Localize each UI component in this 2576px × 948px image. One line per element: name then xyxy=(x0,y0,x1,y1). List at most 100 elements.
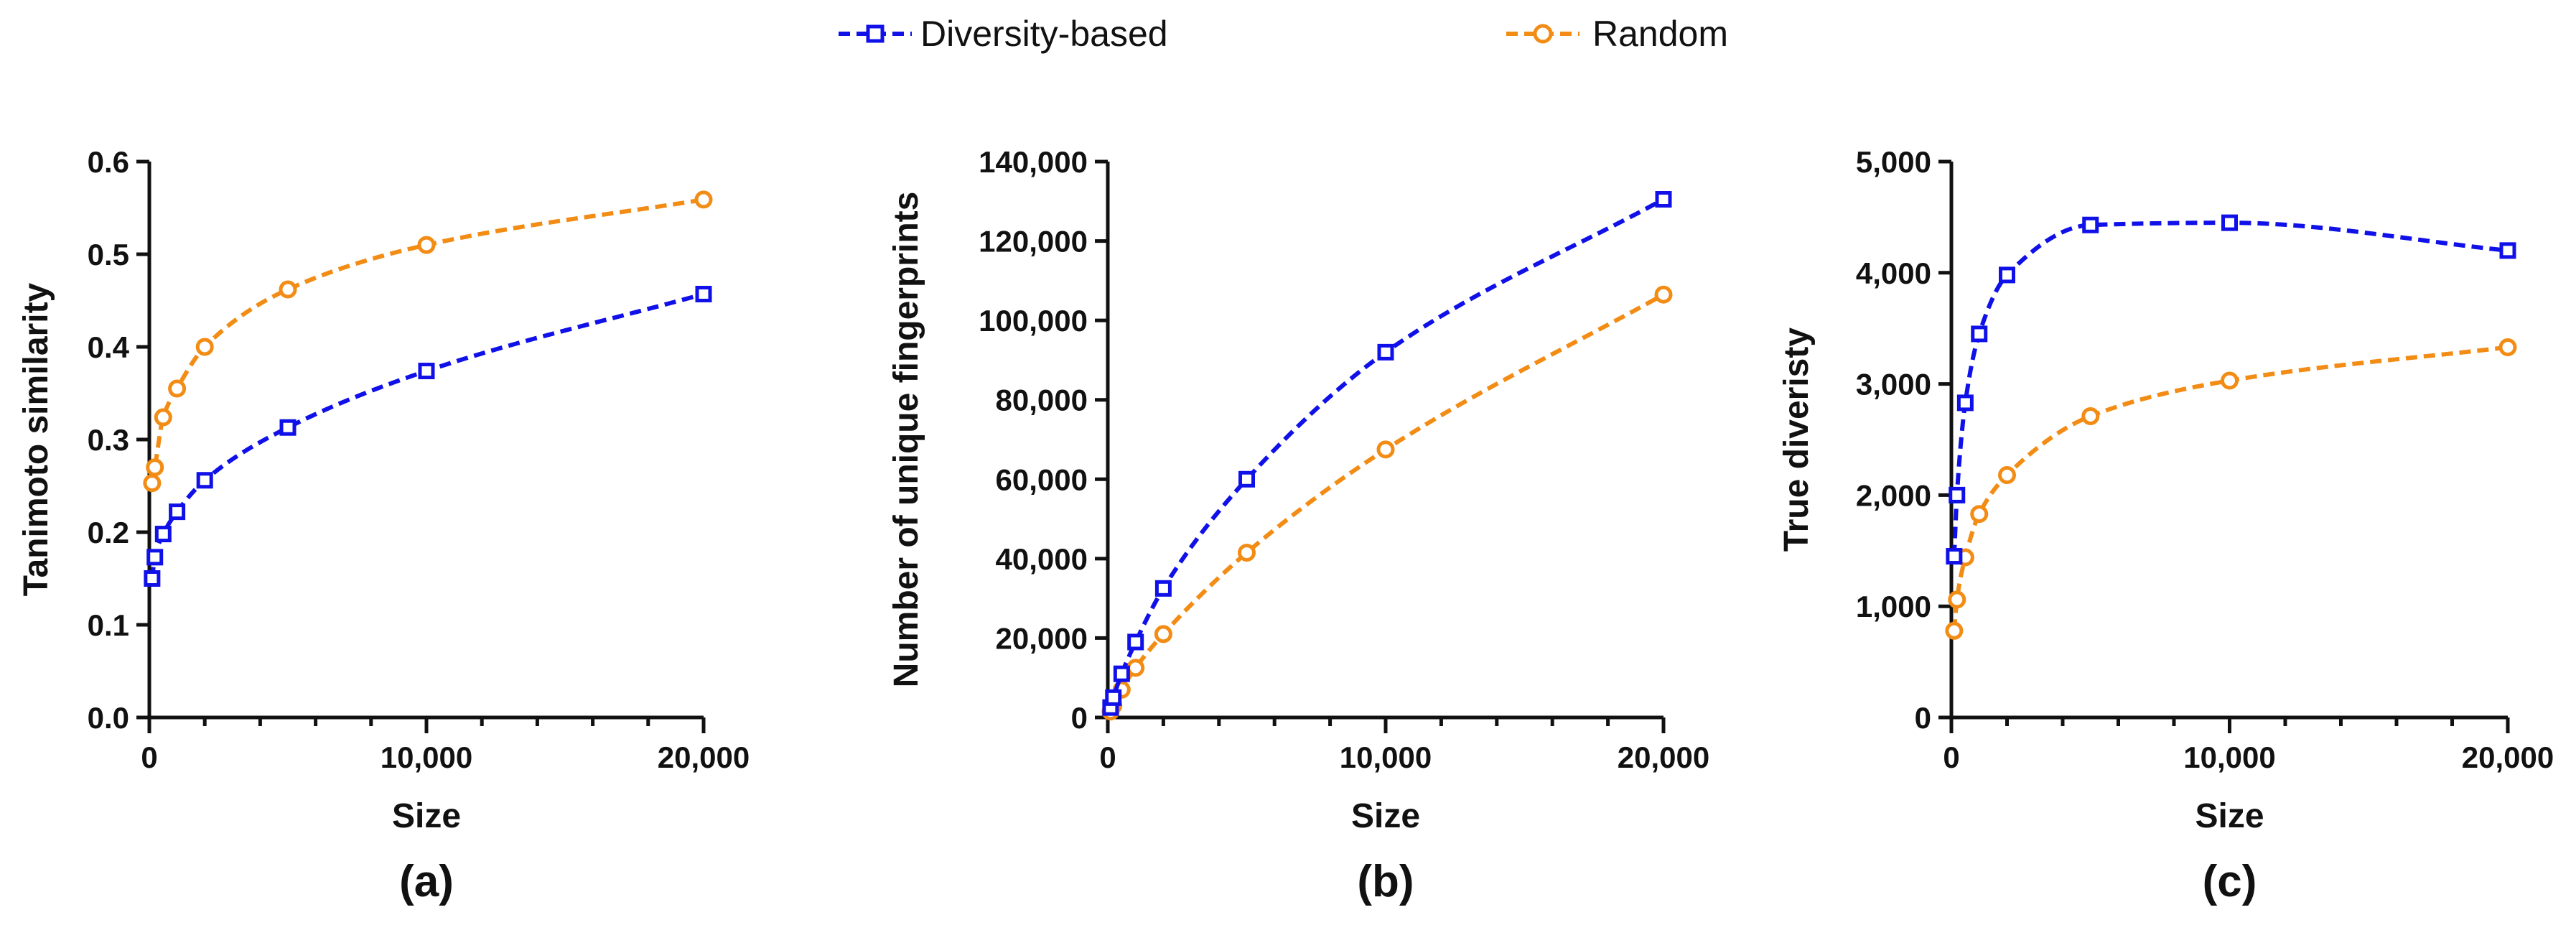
y-axis-title: True diveristy xyxy=(1778,327,1816,552)
data-point-diversity-based[interactable] xyxy=(144,570,161,587)
x-tick-label: 0 xyxy=(141,740,157,774)
data-point-diversity-based[interactable] xyxy=(1949,486,1966,503)
data-point-random[interactable] xyxy=(2498,338,2517,357)
data-point-diversity-based[interactable] xyxy=(2221,214,2238,231)
x-tick-label: 10,000 xyxy=(1340,740,1432,774)
x-tick-label: 20,000 xyxy=(2462,740,2554,774)
data-point-random[interactable] xyxy=(1998,466,2016,485)
x-tick-label: 20,000 xyxy=(658,740,750,774)
series-line-random xyxy=(1951,345,2509,631)
y-tick-label: 1,000 xyxy=(1856,590,1931,623)
data-point-diversity-based[interactable] xyxy=(2082,216,2099,233)
x-axis-title: Size xyxy=(1351,797,1420,835)
data-point-random[interactable] xyxy=(279,280,297,299)
legend-marker-random[interactable] xyxy=(1533,24,1553,44)
data-point-random[interactable] xyxy=(1126,659,1145,677)
y-tick-label: 0.6 xyxy=(88,145,129,179)
data-point-random[interactable] xyxy=(417,236,436,254)
panel-a: 0.0 0.1 0.2 0.3 0.4 0.5 0.6 0 10,000 20,000 Size Ta… xyxy=(17,145,750,906)
data-point-random[interactable] xyxy=(694,190,713,209)
y-tick-label: 0.5 xyxy=(88,238,129,271)
y-tick-label: 2,000 xyxy=(1856,478,1931,512)
panel-label: (a) xyxy=(399,857,454,906)
series-line-diversity-based xyxy=(149,292,704,579)
data-point-diversity-based[interactable] xyxy=(695,285,712,302)
y-tick-label: 0.1 xyxy=(88,608,129,642)
series-diversity-based xyxy=(144,285,712,587)
y-tick-label: 5,000 xyxy=(1856,145,1931,179)
data-point-diversity-based[interactable] xyxy=(146,549,164,566)
x-tick-label: 20,000 xyxy=(1618,740,1709,774)
x-tick-label: 0 xyxy=(1099,740,1116,774)
y-axis-title: Number of unique fingerprints xyxy=(887,192,925,688)
data-point-random[interactable] xyxy=(146,458,164,477)
x-tick-label: 0 xyxy=(1943,740,1959,774)
data-point-diversity-based[interactable] xyxy=(1956,394,1974,412)
chart-panels: 0.0 0.1 0.2 0.3 0.4 0.5 0.6 0 10,000 20,000 Size Ta… xyxy=(17,145,2554,906)
data-point-diversity-based[interactable] xyxy=(2499,242,2516,259)
data-point-diversity-based[interactable] xyxy=(1971,325,1988,343)
data-point-random[interactable] xyxy=(143,474,162,493)
series-random xyxy=(1945,338,2517,640)
panel-c: 0 1,000 2,000 3,000 4,000 5,000 0 10,000 20,000 S… xyxy=(1778,145,2554,906)
y-tick-label: 40,000 xyxy=(996,542,1088,576)
x-axis-title: Size xyxy=(2195,797,2264,835)
y-tick-label: 0.4 xyxy=(88,330,130,364)
y-tick-label: 0.2 xyxy=(88,516,129,549)
y-tick-label: 0 xyxy=(1071,701,1088,735)
data-point-random[interactable] xyxy=(1238,544,1256,562)
data-point-diversity-based[interactable] xyxy=(1946,548,1963,565)
series-line-diversity-based xyxy=(1951,220,2509,557)
data-point-random[interactable] xyxy=(168,379,187,398)
data-point-diversity-based[interactable] xyxy=(196,472,213,489)
data-point-random[interactable] xyxy=(1970,505,1989,524)
y-tick-label: 100,000 xyxy=(979,304,1088,338)
y-tick-label: 80,000 xyxy=(996,384,1088,417)
y-tick-label: 60,000 xyxy=(996,463,1088,496)
data-point-random[interactable] xyxy=(1154,625,1172,643)
series-line-random xyxy=(149,197,704,484)
y-tick-label: 4,000 xyxy=(1856,256,1931,290)
y-tick-label: 0.3 xyxy=(88,423,129,457)
x-tick-label: 10,000 xyxy=(381,740,472,774)
y-axis-title: Tanimoto similarity xyxy=(17,282,55,596)
series-random xyxy=(143,190,713,493)
data-point-diversity-based[interactable] xyxy=(1377,343,1394,361)
y-tick-label: 140,000 xyxy=(979,145,1088,179)
legend-entry-random[interactable]: Random xyxy=(1506,14,1728,54)
data-point-random[interactable] xyxy=(1376,440,1395,459)
series-diversity-based xyxy=(1946,214,2516,565)
data-point-diversity-based[interactable] xyxy=(1655,191,1672,208)
data-point-random[interactable] xyxy=(154,408,172,427)
legend-entry-diversity-based[interactable]: Diversity-based xyxy=(839,14,1168,54)
data-point-diversity-based[interactable] xyxy=(1154,580,1172,597)
legend-marker-diversity-based[interactable] xyxy=(866,24,885,43)
series-diversity-based xyxy=(1102,191,1672,716)
data-point-diversity-based[interactable] xyxy=(154,526,172,543)
data-point-diversity-based[interactable] xyxy=(1238,470,1255,488)
data-point-random[interactable] xyxy=(2221,371,2239,390)
data-point-diversity-based[interactable] xyxy=(1127,633,1144,651)
data-point-random[interactable] xyxy=(195,338,214,356)
data-point-diversity-based[interactable] xyxy=(1113,665,1130,682)
x-tick-label: 10,000 xyxy=(2183,740,2275,774)
data-point-diversity-based[interactable] xyxy=(279,419,297,436)
data-point-random[interactable] xyxy=(1948,590,1966,609)
data-point-diversity-based[interactable] xyxy=(169,503,186,521)
y-tick-label: 120,000 xyxy=(979,225,1088,259)
data-point-diversity-based[interactable] xyxy=(1105,689,1122,706)
y-tick-label: 20,000 xyxy=(996,621,1088,655)
y-tick-label: 0.0 xyxy=(88,701,129,735)
y-tick-label: 0 xyxy=(1915,701,1931,735)
legend[interactable]: Diversity-based Random xyxy=(839,14,1728,54)
data-point-diversity-based[interactable] xyxy=(1999,266,2015,284)
data-point-random[interactable] xyxy=(2081,406,2100,425)
data-point-random[interactable] xyxy=(1654,285,1673,304)
data-point-diversity-based[interactable] xyxy=(418,363,435,380)
panel-b: 0 20,000 40,000 60,000 80,000 100,000 120,000 1… xyxy=(887,145,1709,906)
panel-label: (c) xyxy=(2203,857,2257,906)
data-point-random[interactable] xyxy=(1945,621,1964,640)
x-axis-title: Size xyxy=(392,797,461,835)
panel-label: (b) xyxy=(1357,857,1414,906)
